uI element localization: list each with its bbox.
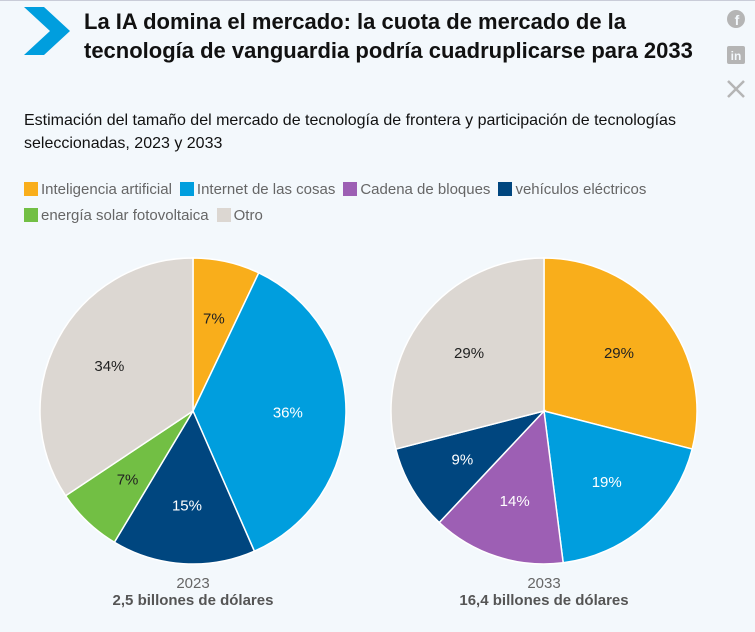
legend-item: vehículos eléctricos <box>498 176 646 202</box>
data-label: 15% <box>172 498 202 515</box>
data-label: 14% <box>500 493 530 510</box>
svg-text:f: f <box>735 12 740 28</box>
caption-2023: 2023 2,5 billones de dólares <box>68 575 318 609</box>
legend-label: vehículos eléctricos <box>515 180 647 198</box>
pie-slice-2023-1 <box>192 271 347 553</box>
chevron-logo-icon <box>24 7 70 55</box>
legend-label: Otro <box>233 206 263 224</box>
pie-charts: 7% 36% 15% 7% 34% 29% 19% 14% 9% 29% <box>39 257 698 565</box>
legend-item: Internet de las cosas <box>179 176 336 202</box>
x-icon[interactable] <box>726 79 746 99</box>
legend-label: energía solar fotovoltaica <box>41 206 209 224</box>
legend-swatch <box>24 182 38 196</box>
legend-item: energía solar fotovoltaica <box>24 202 209 228</box>
legend-item: Cadena de bloques <box>343 176 490 202</box>
svg-text:in: in <box>731 49 742 63</box>
pie-slice-2033-5 <box>390 257 545 450</box>
data-label: 36% <box>273 405 303 422</box>
legend-label: Internet de las cosas <box>196 180 336 198</box>
data-label: 29% <box>604 345 634 362</box>
legend-swatch <box>24 208 38 222</box>
pie-slice-2033-2 <box>438 409 565 565</box>
chart-subtitle: Estimación del tamaño del mercado de tec… <box>24 112 676 152</box>
legend-swatch <box>498 182 513 196</box>
legend-label: Cadena de bloques <box>360 180 491 198</box>
total-label: 2,5 billones de dólares <box>112 592 274 609</box>
pie-slice-2023-5 <box>39 257 194 497</box>
legend-item: Otro <box>216 202 263 228</box>
legend-swatch <box>343 182 358 196</box>
data-label: 34% <box>94 358 124 375</box>
page-title: La IA domina el mercado: la cuota de mer… <box>84 9 693 63</box>
year-label: 2033 <box>527 575 561 592</box>
legend-swatch <box>179 182 194 196</box>
pie-slice-2033-1 <box>543 409 694 564</box>
data-label: 7% <box>117 472 139 489</box>
legend-item: Inteligencia artificial <box>24 176 172 202</box>
linkedin-icon[interactable]: in <box>726 45 746 65</box>
year-label: 2023 <box>176 575 210 592</box>
total-label: 16,4 billones de dólares <box>459 592 629 609</box>
data-label: 29% <box>454 345 484 362</box>
data-label: 19% <box>592 474 622 491</box>
facebook-icon[interactable]: f <box>726 9 746 29</box>
data-label: 9% <box>452 451 474 468</box>
caption-2033: 2033 16,4 billones de dólares <box>419 575 669 609</box>
legend-swatch <box>216 208 231 222</box>
legend: Inteligencia artificial Internet de las c… <box>24 176 724 228</box>
pie-slice-2023-3 <box>113 409 256 565</box>
pie-slice-2033-0 <box>543 257 698 450</box>
pie-slice-2033-3 <box>394 409 547 524</box>
data-label: 7% <box>203 310 225 327</box>
legend-label: Inteligencia artificial <box>41 180 172 198</box>
